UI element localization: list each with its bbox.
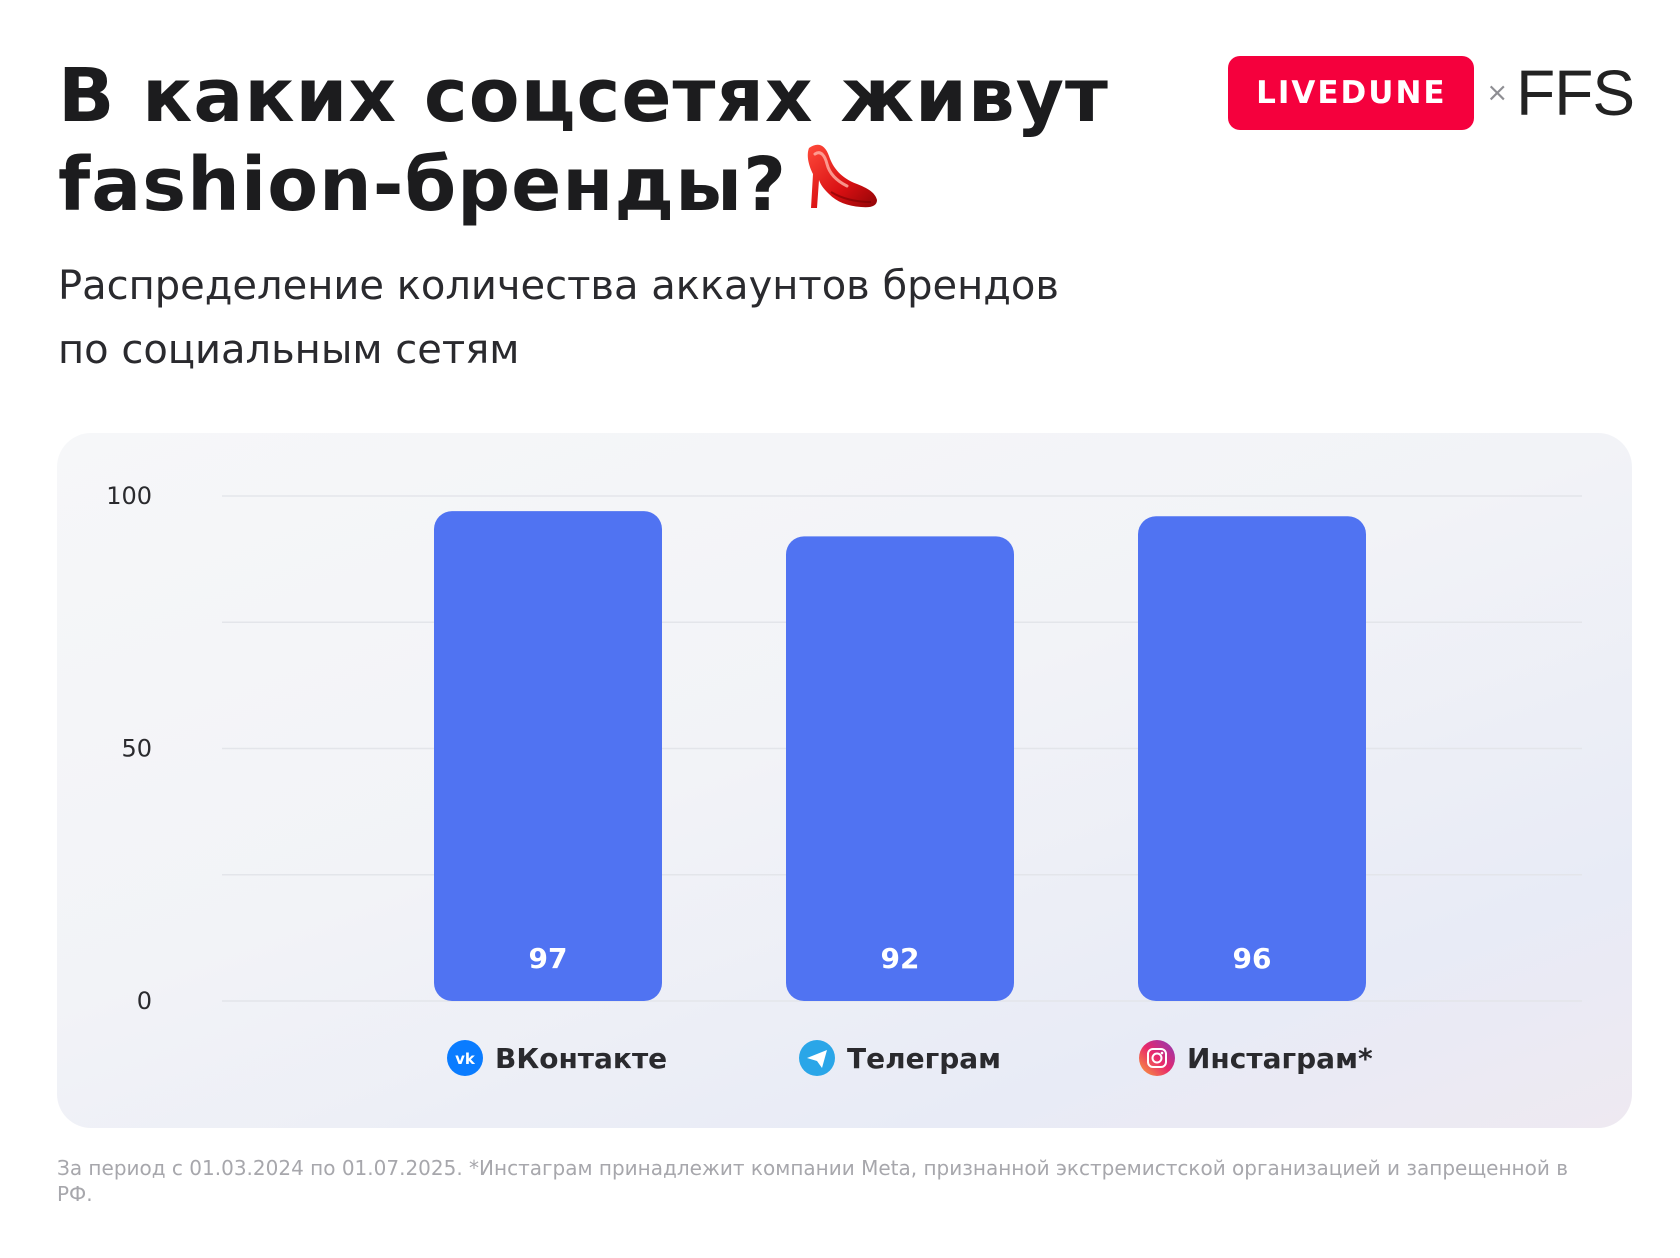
footnote: За период с 01.03.2024 по 01.07.2025. *И… (57, 1156, 1568, 1206)
title-line-1: В каких соцсетях живут (58, 53, 1109, 139)
y-tick-label: 0 (137, 987, 152, 1015)
y-tick-label: 100 (106, 482, 152, 510)
bar-value-label: 97 (529, 942, 568, 975)
x-category-label: Телеграм (847, 1042, 1001, 1075)
bar-1 (786, 536, 1014, 1001)
subtitle: Распределение количества аккаунтов бренд… (58, 254, 1258, 382)
ffs-logo: FFS (1516, 57, 1635, 129)
high-heel-shoe-icon (801, 134, 881, 233)
bar-value-label: 96 (1233, 942, 1272, 975)
vk-icon: vk (447, 1040, 483, 1076)
svg-text:vk: vk (455, 1050, 476, 1068)
chart-panel: 0 50 100 97 92 96 vk ВКонтакте Телеграм Инстагр… (57, 433, 1632, 1128)
livedune-logo: LIVEDUNE (1228, 56, 1475, 130)
x-category-2: Инстаграм* (1139, 1040, 1373, 1076)
bar-2 (1138, 516, 1366, 1001)
bar-chart: 0 50 100 97 92 96 vk ВКонтакте Телеграм Инстагр… (106, 482, 1582, 1076)
page-title: В каких соцсетях живут fashion-бренды? (58, 52, 1158, 239)
bar-0 (434, 511, 662, 1001)
x-category-label: Инстаграм* (1187, 1042, 1373, 1075)
y-tick-label: 50 (121, 735, 152, 763)
logo-separator: × (1486, 78, 1509, 108)
subtitle-line-1: Распределение количества аккаунтов бренд… (58, 263, 1059, 309)
subtitle-line-2: по социальным сетям (58, 327, 520, 373)
telegram-icon (799, 1040, 835, 1076)
x-category-1: Телеграм (799, 1040, 1001, 1076)
x-category-label: ВКонтакте (495, 1042, 667, 1075)
x-category-0: vk ВКонтакте (447, 1040, 667, 1076)
instagram-icon (1139, 1040, 1175, 1076)
partner-logos: LIVEDUNE × FFS (1228, 56, 1635, 130)
bar-value-label: 92 (881, 942, 920, 975)
title-line-2: fashion-бренды? (58, 142, 788, 229)
